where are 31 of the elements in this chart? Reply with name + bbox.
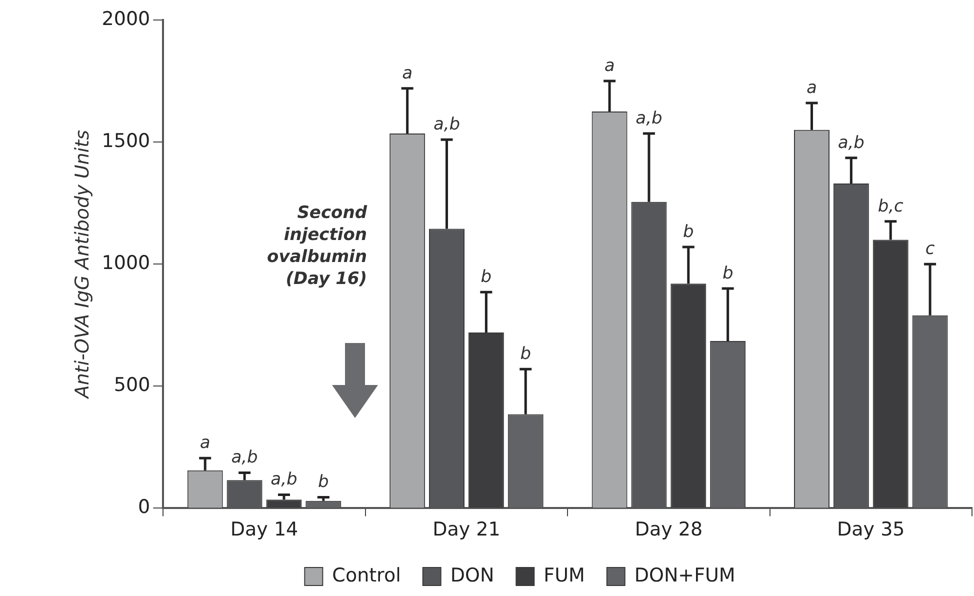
x-tick-label: Day 21 xyxy=(432,518,500,541)
x-tick-label: Day 14 xyxy=(230,518,298,541)
annotation: a xyxy=(604,56,615,76)
annotation: c xyxy=(925,239,936,260)
y-tick-label: 0 xyxy=(138,496,150,518)
y-tick-label: 1500 xyxy=(102,130,150,152)
legend-label: DON xyxy=(450,564,494,586)
annotation: a,b xyxy=(838,132,864,153)
y-tick-label: 500 xyxy=(114,374,150,396)
annotation: b xyxy=(722,263,734,284)
annotation: a xyxy=(806,78,817,98)
annotation: a,b xyxy=(231,448,258,468)
y-tick-label: 2000 xyxy=(102,8,150,30)
y-axis-title: Anti-OVA IgG Antibody Units xyxy=(71,130,94,400)
legend-label: Control xyxy=(332,564,401,586)
annotation: b,c xyxy=(878,196,904,216)
y-tick-label: 1000 xyxy=(102,252,150,274)
annotation: b xyxy=(683,222,694,242)
annotation: a,b xyxy=(270,470,298,490)
legend-label: DON+FUM xyxy=(634,564,736,586)
annotation: a,b xyxy=(433,114,460,135)
annotation: b xyxy=(318,472,329,492)
x-tick-label: Day 28 xyxy=(634,518,703,541)
x-tick-label: Day 35 xyxy=(837,518,905,541)
annotation: Second injection ovalbumin (Day 16) xyxy=(266,202,367,290)
legend-label: FUM xyxy=(544,564,585,586)
annotation: b xyxy=(480,267,492,288)
annotation: a,b xyxy=(636,108,662,128)
annotation: b xyxy=(520,344,532,364)
annotation: a xyxy=(200,433,210,454)
annotation: a xyxy=(402,63,413,84)
